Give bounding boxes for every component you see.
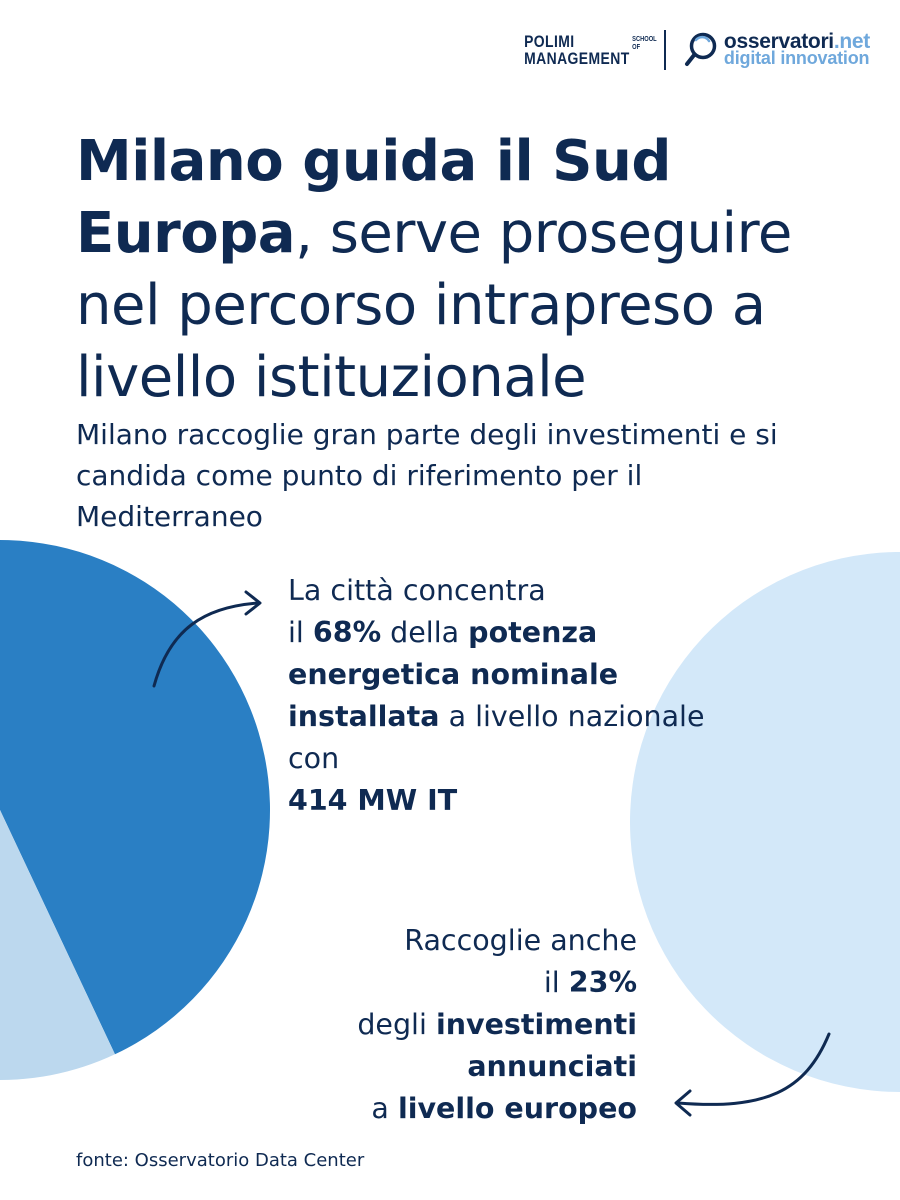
page-title: Milano guida il Sud Europa, serve proseg…	[76, 126, 886, 414]
polimi-logo: POLIMI MANAGEMENT SCHOOL OF	[524, 33, 657, 67]
header-logos: POLIMI MANAGEMENT SCHOOL OF osservatori.…	[495, 28, 870, 72]
callout-value: 414 MW IT	[288, 784, 457, 817]
callout-text: La città concentra	[288, 574, 546, 607]
callout-text: il	[544, 966, 569, 999]
callout-text: degli	[357, 1008, 436, 1041]
callout-power: La città concentra il 68% della potenza e…	[288, 570, 708, 822]
callout-text: a	[371, 1092, 398, 1125]
callout-text: della	[381, 616, 468, 649]
polimi-school-line2: OF	[632, 44, 657, 52]
callout-percentage: 23%	[569, 966, 637, 999]
osservatori-logo: osservatori.net digital innovation	[684, 31, 870, 69]
callout-investments: Raccoglie anche il 23% degli investimenti …	[300, 920, 637, 1130]
page-subtitle: Milano raccoglie gran parte degli invest…	[76, 414, 816, 537]
callout-text: il	[288, 616, 313, 649]
source-note: fonte: Osservatorio Data Center	[76, 1150, 364, 1171]
callout-percentage: 68%	[313, 616, 381, 649]
callout-text: Raccoglie anche	[404, 924, 637, 957]
callout-highlight: investimenti annunciati	[436, 1008, 637, 1083]
polimi-logo-line2: MANAGEMENT	[524, 50, 630, 67]
pie-chart-power	[0, 540, 270, 1080]
polimi-school-line1: SCHOOL	[632, 36, 657, 44]
callout-value: livello europeo	[398, 1092, 637, 1125]
magnifier-logo-icon	[684, 31, 718, 69]
polimi-logo-line1: POLIMI	[524, 33, 630, 50]
logo-divider	[664, 30, 666, 70]
osservatori-tagline: digital innovation	[724, 50, 870, 67]
